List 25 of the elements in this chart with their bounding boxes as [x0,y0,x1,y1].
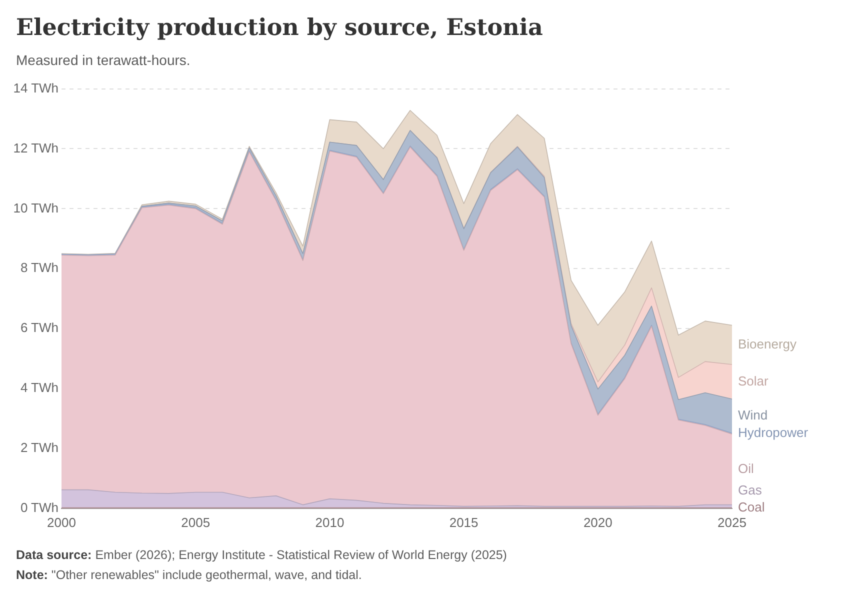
y-tick-label: 0 TWh [20,500,59,515]
y-tick-label: 12 TWh [13,140,59,156]
series-label: Coal [738,500,765,515]
y-tick-label: 8 TWh [20,260,59,276]
y-tick-label: 10 TWh [13,200,59,216]
x-tick-label: 2025 [718,514,746,530]
series-label: Gas [738,482,762,498]
x-tick-label: 2005 [181,514,210,530]
series-label: Solar [738,373,770,388]
chart-title: Electricity production by source, Estonia [16,14,543,41]
x-tick-label: 2010 [315,514,344,530]
y-tick-label: 2 TWh [20,440,59,456]
x-tick-label: 2015 [449,514,478,530]
y-tick-label: 14 TWh [13,80,59,96]
x-tick-label: 2020 [583,514,612,530]
series-label: Wind [738,408,768,423]
x-tick-label: 2000 [47,514,76,530]
source-note: Data source: Ember (2026); Energy Institute - Statistical Review of World Energy (2025) [16,547,507,564]
y-tick-label: 6 TWh [20,320,59,336]
series-label: Oil [738,461,754,476]
y-tick-label: 4 TWh [20,380,59,396]
series-label: Bioenergy [738,336,798,352]
text: Note: "Other renewables" include geothermal, wave, and tidal. [16,567,363,584]
chart-subtitle: Measured in terawatt-hours. [16,52,190,68]
series-label: Hydropower [738,425,809,440]
